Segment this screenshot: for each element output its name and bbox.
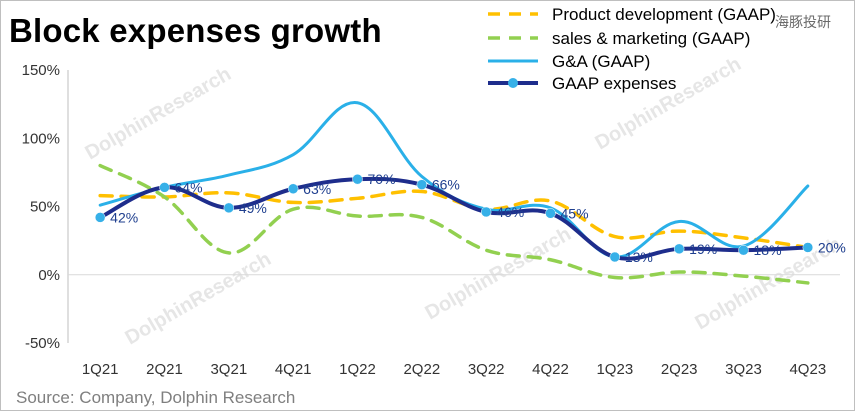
legend-item: G&A (GAAP) xyxy=(488,52,650,71)
y-tick-label: -50% xyxy=(25,335,60,352)
data-label: 70% xyxy=(368,171,396,187)
x-tick-label: 3Q22 xyxy=(468,361,505,378)
watermark-logo: DolphinResearch xyxy=(82,63,235,164)
axes: 150% 100% 50% 0% -50% 1Q21 2Q21 3Q21 4Q21 1Q22 2Q2… xyxy=(22,62,840,378)
x-tick-label: 1Q22 xyxy=(339,361,376,378)
data-label-layer: 42% 64% 49% 63% 70% 66% 46% 45% 13% 19% 18% 20% xyxy=(110,171,846,265)
data-point xyxy=(673,243,685,255)
series-gaap-expenses xyxy=(94,173,814,263)
data-point xyxy=(802,242,814,253)
x-tick-label: 4Q23 xyxy=(789,361,826,378)
x-tick-label: 4Q21 xyxy=(275,361,312,378)
y-tick-label: 150% xyxy=(22,62,60,79)
x-tick-label: 2Q22 xyxy=(403,361,440,378)
data-label: 18% xyxy=(754,242,782,258)
y-tick-label: 50% xyxy=(30,199,60,216)
data-point xyxy=(738,244,749,256)
data-label: 46% xyxy=(496,204,524,220)
legend: Product development (GAAP) sales & market… xyxy=(488,5,776,93)
legend-label: G&A (GAAP) xyxy=(552,52,650,71)
data-label: 20% xyxy=(818,239,846,255)
data-point xyxy=(480,206,492,218)
series-layer xyxy=(94,101,814,285)
legend-label: sales & marketing (GAAP) xyxy=(552,29,750,48)
x-tick-label: 2Q21 xyxy=(146,361,183,378)
legend-item: Product development (GAAP) xyxy=(488,5,776,24)
data-label: 42% xyxy=(110,209,138,225)
data-point xyxy=(352,173,363,185)
data-label: 19% xyxy=(689,241,717,257)
data-label: 13% xyxy=(625,249,653,265)
legend-label: GAAP expenses xyxy=(552,74,676,93)
data-point xyxy=(287,183,299,195)
x-tick-label: 4Q22 xyxy=(532,361,569,378)
source-note: Source: Company, Dolphin Research xyxy=(16,388,296,407)
legend-label: Product development (GAAP) xyxy=(552,5,776,24)
x-tick-label: 2Q23 xyxy=(661,361,698,378)
legend-item: sales & marketing (GAAP) xyxy=(488,29,750,48)
legend-marker xyxy=(508,78,518,88)
data-point xyxy=(416,179,428,190)
watermark-logo: DolphinResearch xyxy=(422,223,575,324)
chart-title: Block expenses growth xyxy=(9,12,382,49)
series-sales-marketing xyxy=(98,163,810,285)
watermark-text: 海豚投研 xyxy=(775,15,831,31)
x-tick-label: 3Q23 xyxy=(725,361,762,378)
x-tick-label: 1Q23 xyxy=(596,361,633,378)
data-point xyxy=(609,251,621,263)
x-tick-label: 1Q21 xyxy=(82,361,119,378)
data-point xyxy=(223,202,235,214)
data-point xyxy=(159,182,170,193)
data-point xyxy=(94,212,106,223)
data-label: 49% xyxy=(239,200,267,216)
watermark-logo: DolphinResearch xyxy=(122,248,275,349)
y-tick-label: 100% xyxy=(22,130,60,147)
legend-item: GAAP expenses xyxy=(488,74,676,93)
x-tick-label: 3Q21 xyxy=(210,361,247,378)
y-tick-label: 0% xyxy=(38,267,60,284)
data-label: 64% xyxy=(175,179,203,195)
data-point xyxy=(545,208,556,219)
data-label: 66% xyxy=(432,177,460,193)
data-label: 45% xyxy=(561,205,589,221)
series-line xyxy=(98,163,810,285)
data-label: 63% xyxy=(303,181,331,197)
